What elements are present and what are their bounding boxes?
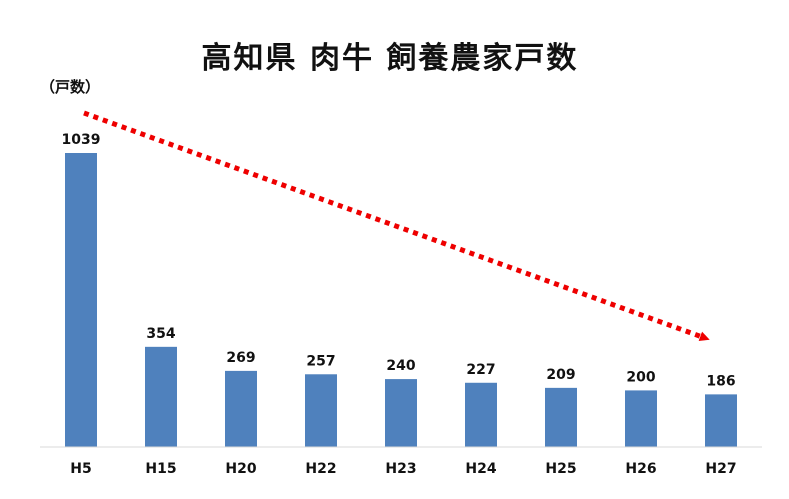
x-axis-tick-labels: H5 H15 H20 H22 H23 H24 H25 H26 H27 xyxy=(70,461,736,477)
data-label-H25: 209 xyxy=(546,367,575,383)
bar-H20 xyxy=(225,370,257,447)
data-labels: 1039 354 269 257 240 227 209 200 186 xyxy=(62,132,736,389)
bar-H25 xyxy=(545,387,577,447)
data-label-H23: 240 xyxy=(386,358,415,374)
bar-H27 xyxy=(705,394,737,447)
bar-H23 xyxy=(385,379,417,447)
x-tick-H22: H22 xyxy=(305,461,336,477)
trend-arrow xyxy=(83,110,710,341)
data-label-H27: 186 xyxy=(706,373,735,389)
data-label-H24: 227 xyxy=(466,362,495,378)
bar-series xyxy=(65,153,737,447)
data-label-H20: 269 xyxy=(226,350,255,366)
bar-H26 xyxy=(625,390,657,447)
data-label-H22: 257 xyxy=(306,353,335,369)
bar-H22 xyxy=(305,374,337,447)
bar-H5 xyxy=(65,153,97,447)
x-tick-H5: H5 xyxy=(70,461,91,477)
x-tick-H24: H24 xyxy=(465,461,496,477)
y-axis-unit-label: （戸数） xyxy=(40,78,100,96)
data-label-H5: 1039 xyxy=(62,132,101,148)
chart-title: 高知県 肉牛 飼養農家戸数 xyxy=(202,41,579,76)
data-label-H26: 200 xyxy=(626,369,655,385)
bar-H15 xyxy=(145,346,177,447)
x-tick-H25: H25 xyxy=(545,461,576,477)
x-tick-H26: H26 xyxy=(625,461,656,477)
x-tick-H15: H15 xyxy=(145,461,176,477)
bar-H24 xyxy=(465,382,497,447)
x-tick-H27: H27 xyxy=(705,461,736,477)
x-tick-H20: H20 xyxy=(225,461,256,477)
x-tick-H23: H23 xyxy=(385,461,416,477)
data-label-H15: 354 xyxy=(146,326,175,342)
